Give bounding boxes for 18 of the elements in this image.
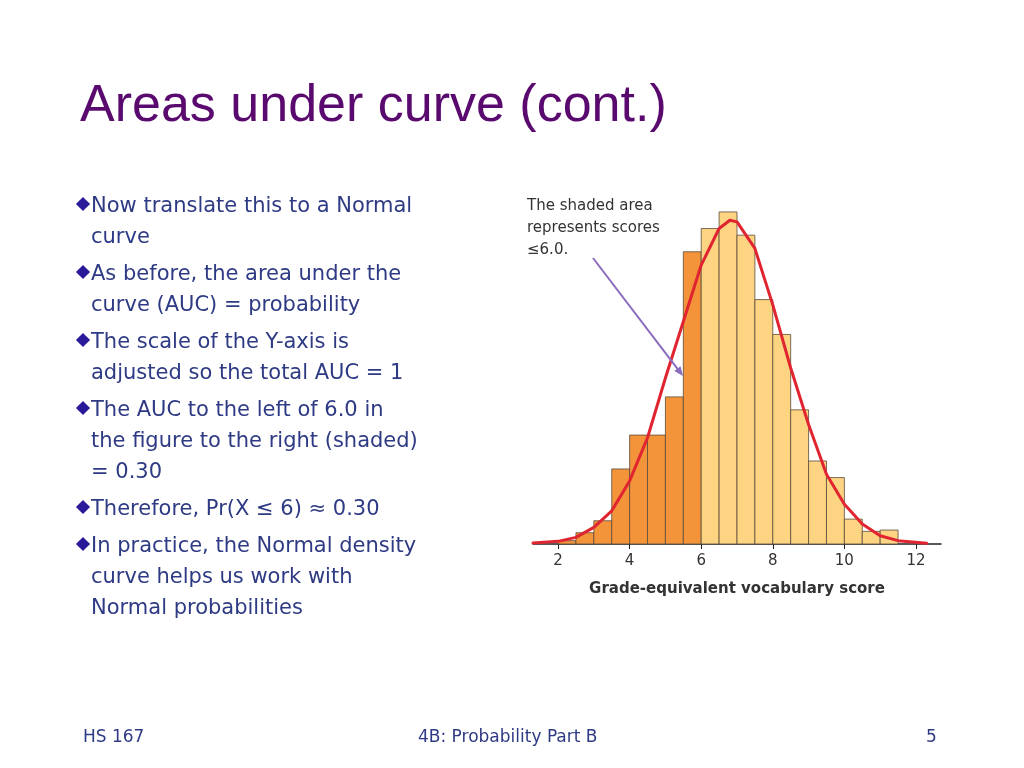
text: As before, the area under the curve (AUC) = probability	[91, 260, 403, 318]
text: 4B: Probability Part B	[418, 726, 598, 746]
text: 5	[926, 726, 937, 746]
x-tick-label: 10	[834, 550, 854, 569]
text: In practice, the Normal density curve helps us work with Normal probabilities	[91, 532, 418, 621]
x-tick-label: 8	[768, 550, 778, 569]
x-tick-label: 2	[553, 550, 563, 569]
annotation: The shaded area represents scores ≤6.0.	[526, 196, 665, 258]
text: The AUC to the left of 6.0 in the figure to the right (shaded) = 0.30	[91, 396, 419, 485]
x-axis-title: Grade-equivalent vocabulary score	[589, 578, 885, 597]
text: HS 167	[83, 726, 145, 746]
text: Now translate this to a Normal curve	[91, 192, 414, 250]
x-tick-label: 6	[696, 550, 706, 569]
text: The scale of the Y-axis is adjusted so the total AUC = 1	[91, 328, 405, 386]
x-tick-label: 12	[906, 550, 926, 569]
text: Therefore, Pr(X ≤ 6) ≈ 0.30	[91, 495, 380, 522]
chart-title: Areas under curve (cont.)	[80, 73, 667, 133]
x-tick-label: 4	[624, 550, 635, 569]
